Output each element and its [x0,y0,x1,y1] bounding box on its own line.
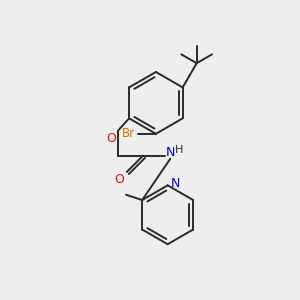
Text: Br: Br [122,127,135,140]
Text: O: O [106,133,116,146]
Text: O: O [115,173,124,186]
Text: N: N [166,146,176,159]
Text: H: H [175,146,184,155]
Text: N: N [171,177,180,190]
